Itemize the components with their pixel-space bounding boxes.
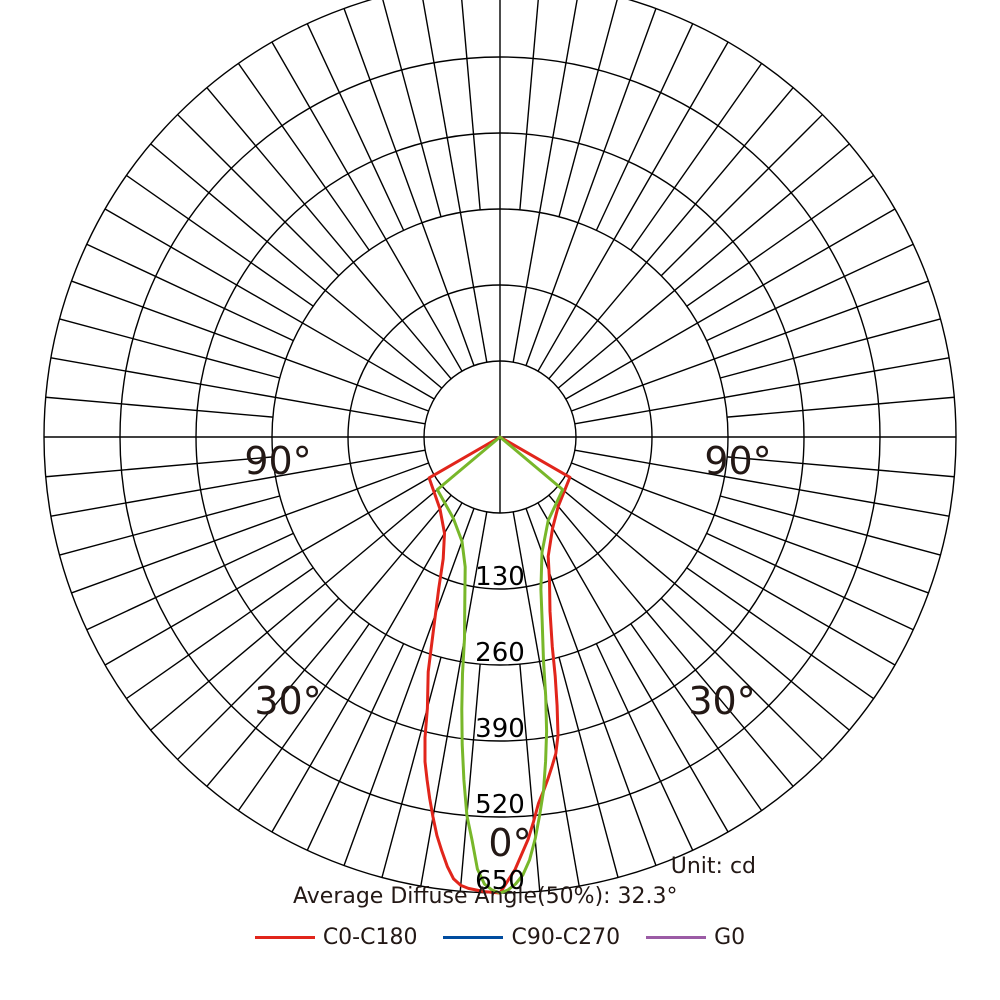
grid-spoke (50, 357, 426, 425)
grid-spoke-fine (45, 396, 273, 418)
grid-spoke-fine (686, 567, 874, 700)
legend-swatch (254, 936, 315, 939)
unit-label: Unit: cd (670, 854, 756, 879)
grid-spoke-fine (630, 63, 763, 251)
radial-tick-label: 130 (475, 562, 525, 592)
grid-spoke-fine (237, 623, 370, 811)
grid-spoke (71, 462, 429, 594)
grid-spoke-fine (727, 396, 955, 418)
grid-spoke (548, 494, 794, 787)
curve-c0-c180 (423, 435, 572, 895)
grid-spoke-fine (382, 0, 442, 217)
grid-spoke (571, 462, 929, 594)
grid-spoke (104, 208, 435, 400)
grid-spoke-fine (237, 63, 370, 251)
radial-tick-label: 650 (475, 866, 525, 896)
legend-item-g0: G0 (646, 925, 745, 950)
grid-spoke (150, 143, 443, 389)
legend-label: C0-C180 (322, 925, 418, 950)
grid-spoke (104, 474, 435, 666)
legend-label: G0 (714, 925, 746, 950)
average-diffuse-angle: Average Diffuse Angle(50%): 32.3° (293, 884, 678, 909)
radial-tick-label: 520 (475, 790, 525, 820)
radial-tick-label: 390 (475, 714, 525, 744)
grid-spoke (537, 41, 729, 372)
grid-spoke (574, 357, 950, 425)
grid-spoke-fine (381, 657, 442, 878)
angle-label: 90° (244, 439, 311, 483)
grid-spoke-fine (126, 567, 314, 700)
angle-label: 30° (254, 679, 321, 723)
grid-spoke-fine (459, 664, 481, 892)
legend-swatch (646, 936, 707, 939)
legend-item-c90-c270: C90-C270 (443, 925, 620, 950)
grid-spoke-fine (558, 0, 618, 217)
grid-spoke (512, 0, 578, 363)
grid-spoke-fine (126, 174, 314, 307)
grid-spoke-fine (59, 495, 280, 556)
grid-spoke (565, 208, 896, 400)
grid-spoke-fine (686, 174, 874, 307)
grid-spoke-fine (727, 456, 955, 478)
grid-spoke (525, 8, 657, 366)
grid-spoke-fine (519, 664, 541, 892)
grid-spoke (271, 41, 463, 372)
curve-c90-c270 (435, 435, 565, 895)
grid-spoke-fine (720, 318, 941, 379)
grid-spoke-fine (86, 532, 294, 631)
grid-spoke (420, 511, 488, 887)
grid-spoke (557, 485, 850, 731)
grid-spoke-fine (177, 114, 340, 277)
legend-swatch (443, 936, 504, 939)
grid-spoke (343, 508, 475, 866)
grid-spoke (206, 494, 452, 787)
grid-spoke (422, 0, 488, 363)
grid-spoke (50, 449, 426, 517)
grid-spoke (206, 87, 452, 380)
grid-spoke (574, 449, 950, 517)
legend-item-c0-c180: C0-C180 (254, 925, 418, 950)
grid-spoke (565, 474, 896, 666)
legend: C0-C180 C90-C270 G0 (0, 925, 1000, 950)
grid-spoke (271, 502, 463, 833)
grid-spoke-fine (306, 23, 405, 231)
angle-label: 30° (688, 679, 755, 723)
grid-spoke-fine (45, 456, 273, 478)
grid-spoke (548, 87, 794, 380)
grid-spoke (537, 502, 729, 833)
chart-labels: 130 260 390 520 650 90° 90° 30° 30° 0° (244, 439, 771, 896)
legend-label: C90-C270 (511, 925, 621, 950)
grid-spoke (343, 8, 475, 366)
grid-spoke-fine (86, 243, 294, 342)
grid-spoke-fine (706, 243, 914, 342)
grid-spoke-fine (706, 532, 914, 631)
grid-spoke-fine (558, 657, 619, 878)
grid-spoke (571, 280, 929, 412)
polar-grid (43, 0, 957, 894)
grid-spoke (557, 143, 850, 389)
grid-spoke-fine (595, 23, 694, 231)
intensity-curves (423, 435, 572, 895)
grid-spoke-fine (306, 643, 405, 851)
angle-label: 90° (704, 439, 771, 483)
angle-label: 0° (488, 821, 531, 865)
grid-spoke-fine (461, 0, 481, 210)
grid-spoke (71, 280, 429, 412)
grid-spoke-fine (720, 495, 941, 556)
grid-spoke-fine (177, 597, 340, 760)
radial-tick-label: 260 (475, 638, 525, 668)
grid-spoke-fine (595, 643, 694, 851)
grid-spoke-fine (660, 114, 823, 277)
grid-spoke-fine (519, 0, 539, 210)
grid-spoke-fine (59, 318, 280, 379)
grid-spoke-fine (660, 597, 823, 760)
grid-spoke (150, 485, 443, 731)
grid-spoke-fine (630, 623, 763, 811)
